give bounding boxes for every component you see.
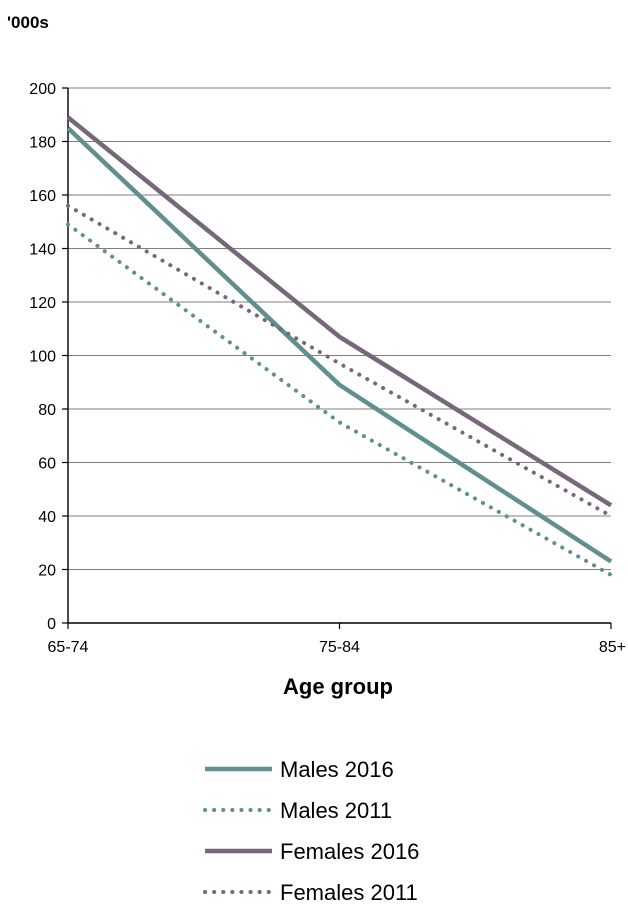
x-tick-label: 65-74	[48, 639, 89, 656]
legend: Males 2016 Males 2011 Females 2016 Females …	[205, 757, 419, 905]
legend-label: Females 2011	[280, 880, 418, 905]
series-line-males-2011	[68, 224, 611, 575]
y-tick-label: 40	[38, 509, 56, 526]
legend-label: Females 2016	[280, 839, 419, 864]
legend-label: Males 2016	[280, 757, 394, 782]
y-tick-label: 80	[38, 402, 56, 419]
y-tick-label: 0	[47, 616, 56, 633]
series-line-females-2011	[68, 206, 611, 516]
y-tick-labels: 0 20 40 60 80 100 120 140 160 180 200	[29, 81, 56, 633]
x-axis-title: Age group	[283, 674, 393, 699]
series-lines	[68, 117, 611, 575]
x-tick-labels: 65-74 75-84 85+	[48, 639, 626, 656]
series-line-males-2016	[68, 128, 611, 561]
gridlines	[68, 88, 611, 570]
x-tick-label: 75-84	[319, 639, 360, 656]
unit-label: '000s	[7, 13, 49, 32]
y-tick-label: 160	[29, 188, 56, 205]
y-tick-label: 120	[29, 295, 56, 312]
y-tick-label: 60	[38, 456, 56, 473]
axes	[62, 88, 611, 629]
series-line-females-2016	[68, 117, 611, 505]
y-tick-label: 200	[29, 81, 56, 98]
y-tick-label: 100	[29, 349, 56, 366]
y-tick-label: 20	[38, 563, 56, 580]
legend-label: Males 2011	[280, 798, 392, 823]
x-tick-label: 85+	[599, 639, 626, 656]
y-tick-label: 140	[29, 242, 56, 259]
y-tick-label: 180	[29, 135, 56, 152]
